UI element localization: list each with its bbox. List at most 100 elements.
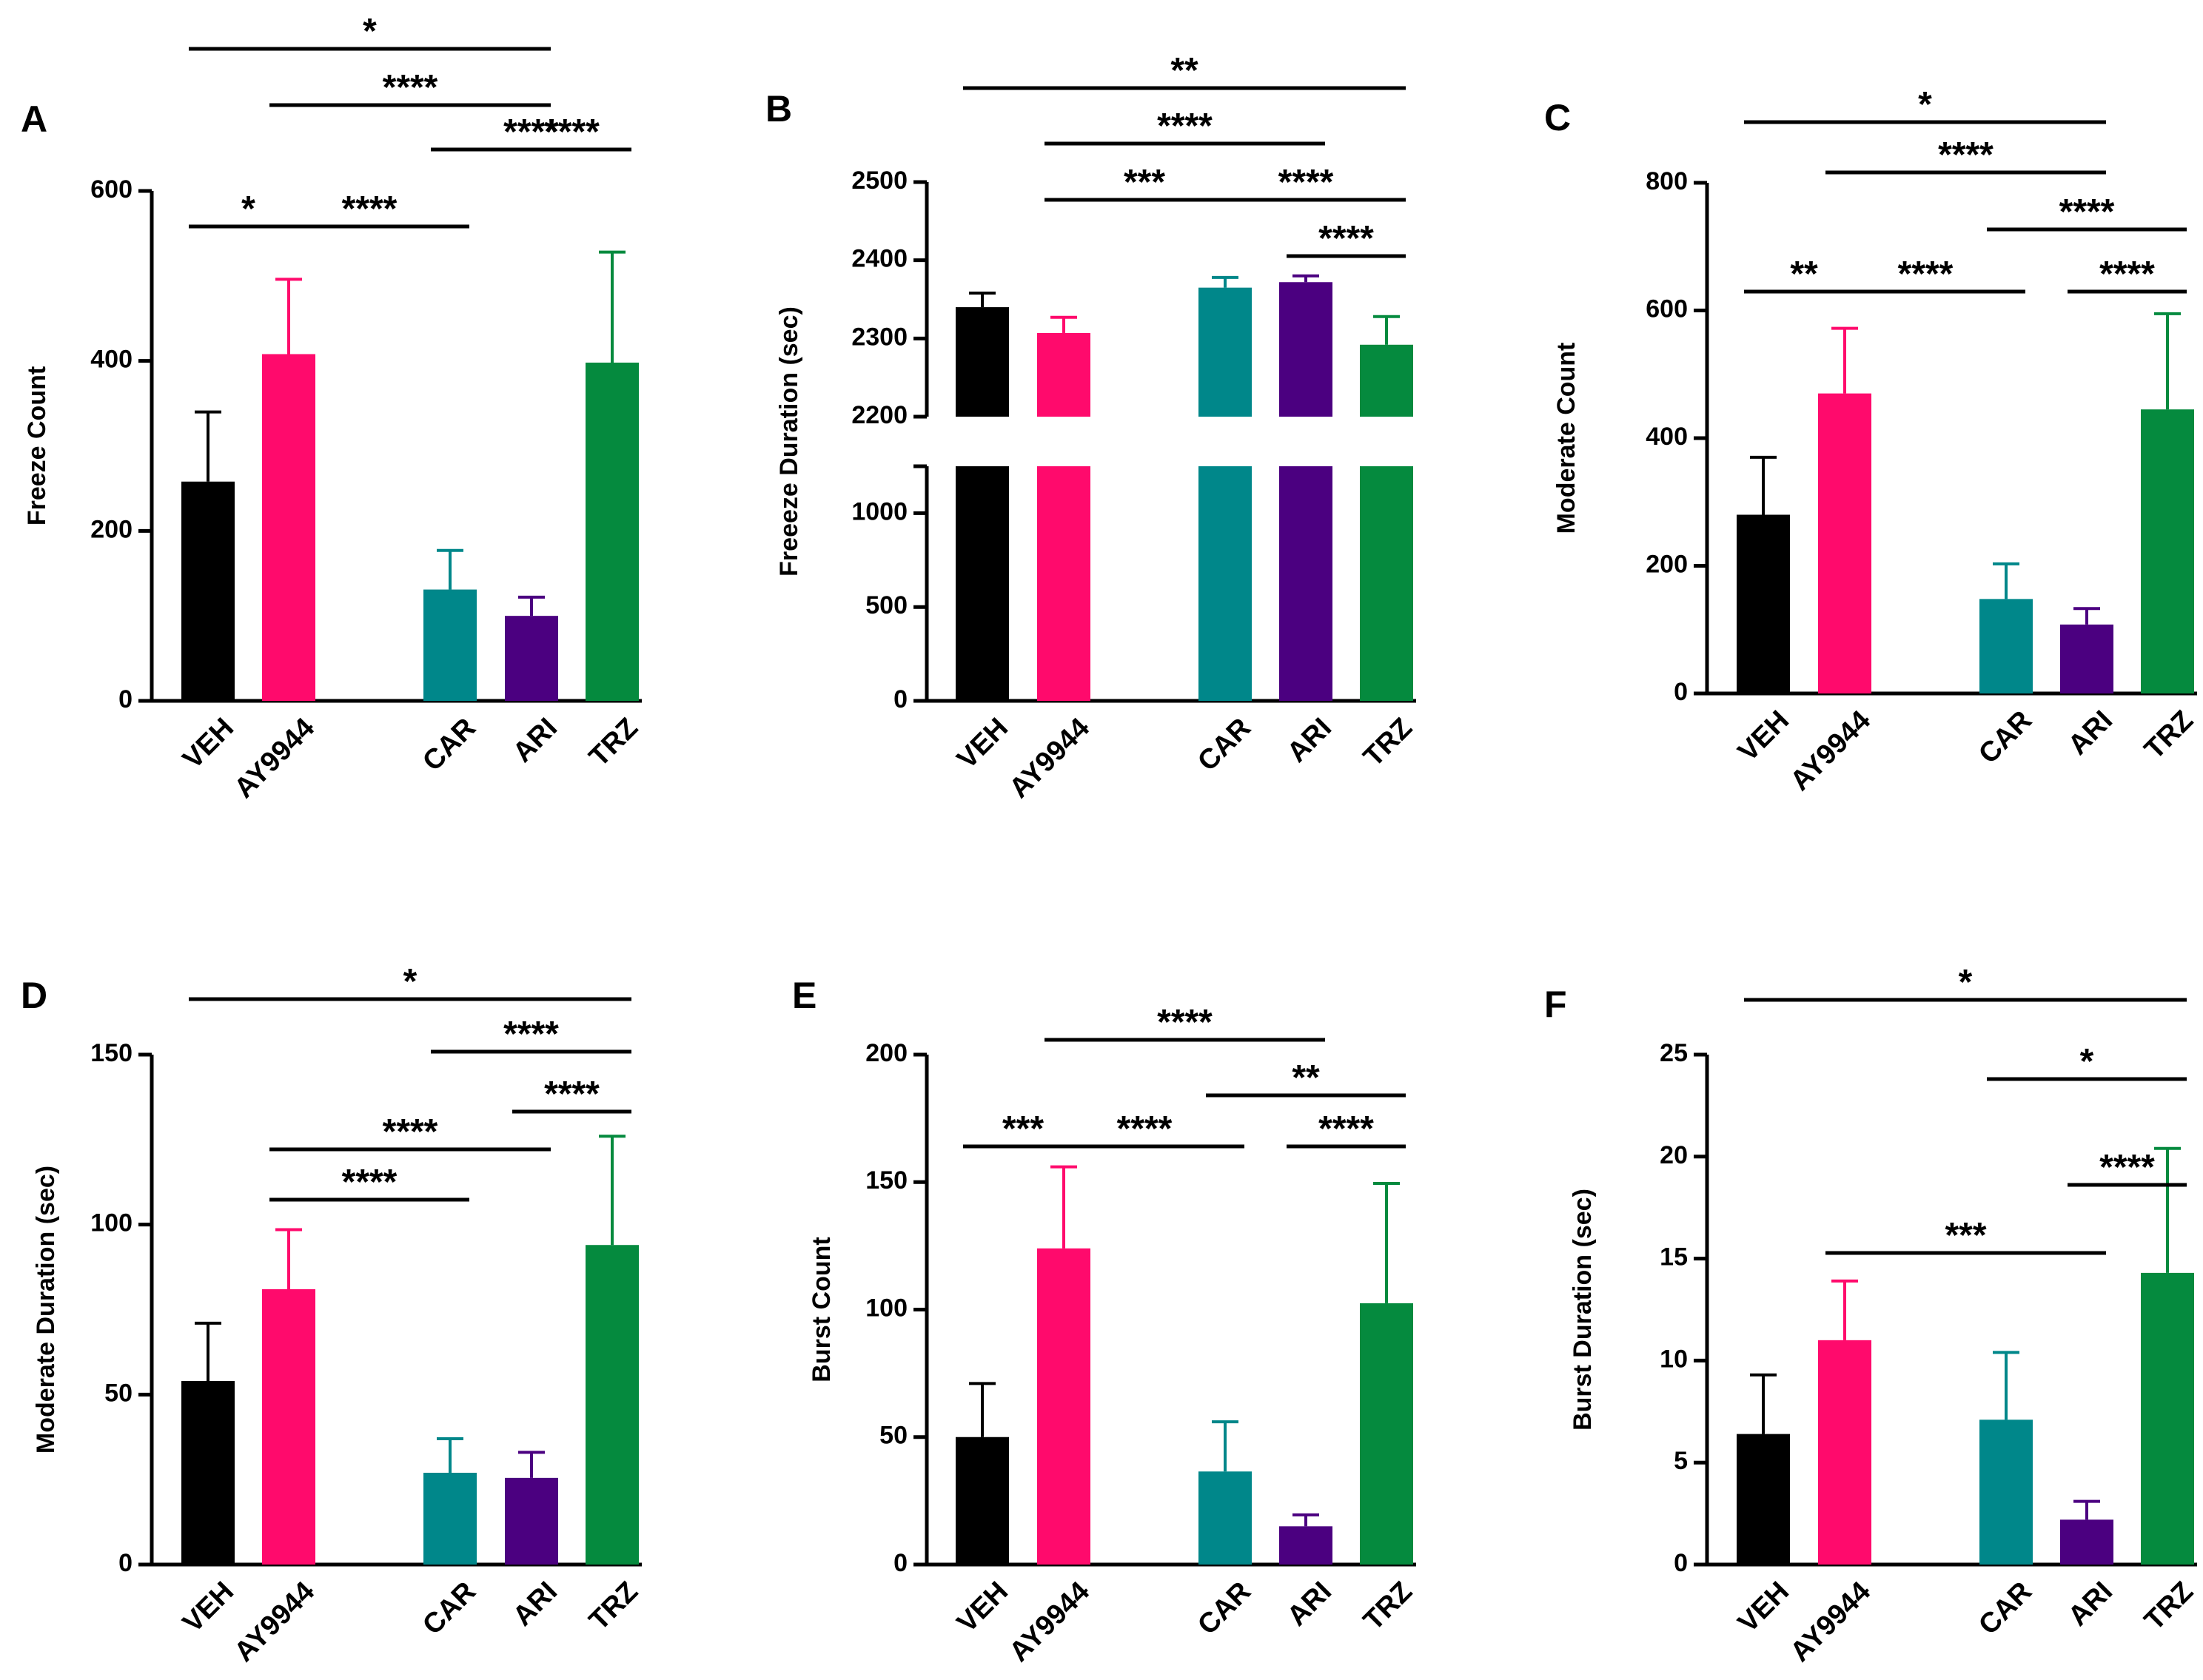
panel-letter: C	[1544, 97, 1571, 138]
significance-label: **	[1292, 1058, 1320, 1098]
bar-veh	[181, 1380, 235, 1565]
bar-veh	[181, 481, 235, 701]
category-label-car: CAR	[1192, 712, 1257, 777]
category-label-veh: VEH	[951, 1576, 1014, 1639]
y-axis-label: Freeze Count	[23, 366, 51, 525]
y-tick-label: 100	[865, 1294, 908, 1322]
y-tick-label: 600	[1646, 295, 1688, 323]
category-label-trz: TRZ	[1358, 712, 1418, 773]
significance-label: ****	[1938, 135, 1994, 175]
category-label-ari: ARI	[2062, 1576, 2119, 1632]
significance-label: ****	[503, 112, 559, 152]
significance-label: ****	[342, 1163, 398, 1202]
significance-label: ****	[1898, 255, 1954, 294]
panel-letter: F	[1544, 984, 1567, 1025]
category-label-ari: ARI	[1281, 712, 1338, 768]
significance-label: ****	[1157, 107, 1213, 146]
bar-upper-trz	[1360, 344, 1413, 417]
y-tick-label: 10	[1660, 1345, 1688, 1373]
significance-label: *	[403, 962, 418, 1001]
y-tick-label: 2400	[851, 245, 908, 273]
category-label-ay9944: AY9944	[1785, 1576, 1877, 1667]
bar-ari	[2060, 1519, 2113, 1565]
category-label-trz: TRZ	[583, 1576, 644, 1636]
significance-label: ***	[1002, 1109, 1044, 1149]
category-label-trz: TRZ	[583, 712, 644, 773]
significance-label: *	[241, 189, 255, 229]
bar-trz	[2141, 409, 2194, 693]
significance-label: ****	[503, 1015, 559, 1054]
category-label-car: CAR	[1192, 1576, 1257, 1641]
bar-ari	[2060, 624, 2113, 693]
bar-lower-ay9944	[1037, 466, 1090, 701]
bar-lower-trz	[1360, 466, 1413, 701]
category-label-veh: VEH	[177, 1576, 240, 1639]
bar-veh	[1737, 514, 1790, 693]
panel-letter: B	[765, 88, 792, 130]
category-label-car: CAR	[417, 712, 482, 777]
significance-label: ****	[342, 189, 398, 229]
bar-upper-car	[1198, 287, 1252, 417]
y-tick-label: 600	[90, 175, 133, 204]
y-tick-label: 200	[1646, 550, 1688, 578]
y-tick-label: 800	[1646, 167, 1688, 195]
category-label-ay9944: AY9944	[229, 1576, 321, 1667]
bar-ay9944	[262, 1288, 315, 1565]
significance-label: ****	[1157, 1003, 1213, 1042]
significance-label: ****	[1117, 1109, 1173, 1149]
category-label-ari: ARI	[507, 1576, 563, 1632]
significance-label: ****	[1318, 219, 1374, 258]
bar-lower-ari	[1279, 466, 1332, 701]
significance-label: ****	[383, 68, 438, 107]
significance-label: ****	[544, 112, 600, 152]
y-tick-label: 0	[118, 1549, 133, 1577]
bar-veh	[956, 1437, 1009, 1565]
y-tick-label: 200	[90, 515, 133, 543]
panel-letter: A	[21, 98, 47, 140]
category-label-ari: ARI	[2062, 705, 2119, 761]
y-tick-label: 0	[1674, 678, 1688, 706]
y-tick-label: 25	[1660, 1039, 1688, 1067]
y-tick-label: 1000	[851, 497, 908, 525]
y-tick-label: 400	[1646, 423, 1688, 451]
y-tick-label: 2300	[851, 323, 908, 351]
significance-label: *	[2080, 1042, 2094, 1081]
significance-label: ***	[1124, 163, 1165, 202]
y-axis-label: Freeeze Duration (sec)	[775, 306, 803, 577]
category-label-car: CAR	[1973, 705, 2038, 770]
bar-car	[1198, 1471, 1252, 1565]
significance-label: **	[1790, 255, 1818, 294]
y-tick-label: 50	[104, 1379, 133, 1407]
bar-ay9944	[262, 354, 315, 701]
y-tick-label: 100	[90, 1209, 133, 1237]
category-label-trz: TRZ	[2139, 705, 2199, 765]
bar-ay9944	[1818, 393, 1871, 693]
category-label-veh: VEH	[1732, 705, 1795, 767]
bar-ay9944	[1818, 1340, 1871, 1565]
y-tick-label: 0	[118, 685, 133, 713]
bar-lower-car	[1198, 466, 1252, 701]
y-tick-label: 0	[893, 685, 908, 713]
significance-label: ****	[544, 1075, 600, 1114]
bar-upper-veh	[956, 307, 1009, 417]
y-tick-label: 200	[865, 1039, 908, 1067]
y-tick-label: 50	[879, 1422, 908, 1450]
y-axis-label: Moderate Count	[1552, 343, 1580, 534]
y-tick-label: 150	[865, 1166, 908, 1195]
category-label-veh: VEH	[951, 712, 1014, 775]
panel-letter: D	[21, 975, 47, 1016]
significance-label: ****	[2059, 192, 2115, 232]
category-label-ay9944: AY9944	[229, 712, 321, 804]
y-axis-label: Burst Duration (sec)	[1569, 1189, 1597, 1431]
significance-label: *	[1918, 85, 1932, 124]
y-tick-label: 5	[1674, 1447, 1688, 1475]
category-label-trz: TRZ	[1358, 1576, 1418, 1636]
y-tick-label: 2500	[851, 167, 908, 195]
bar-ari	[1279, 1526, 1332, 1565]
y-tick-label: 2200	[851, 401, 908, 429]
significance-label: *	[1959, 963, 1973, 1002]
